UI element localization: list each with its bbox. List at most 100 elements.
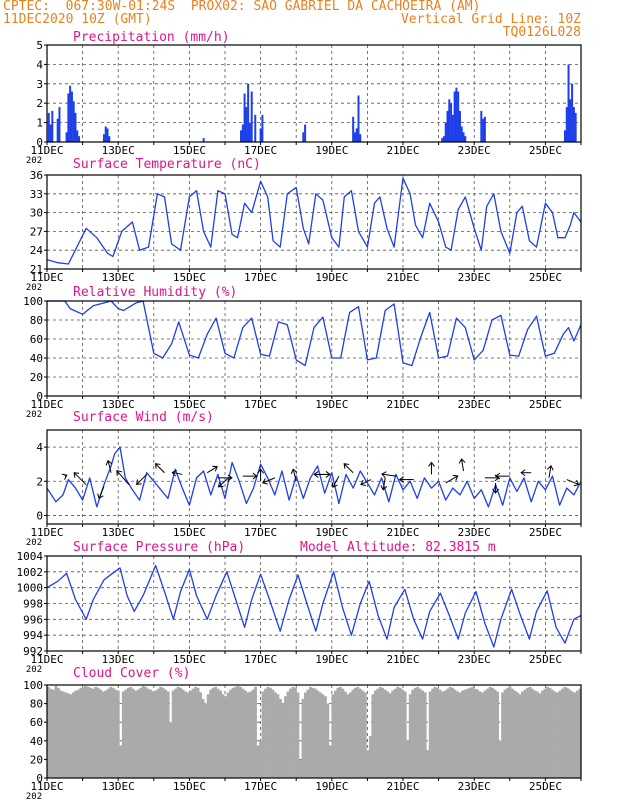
wind-arrow-head xyxy=(61,473,68,480)
x-tick-label: 15DEC xyxy=(173,398,206,411)
cloud-bar xyxy=(541,690,544,778)
y-tick-label: 1 xyxy=(36,117,43,130)
x-tick-label: 25DEC xyxy=(529,144,562,157)
panel-subtitle: Model Altitude: 82.3815 m xyxy=(300,540,496,555)
cloud-bar xyxy=(561,688,564,778)
header-model-code: TQ0126L028 xyxy=(502,25,581,40)
panel-frame xyxy=(46,684,582,779)
precip-bar xyxy=(480,110,483,142)
wind-arrow-head xyxy=(105,459,113,466)
cloud-bar xyxy=(71,692,75,778)
y-tick-label: 20 xyxy=(30,371,43,384)
cloud-bar xyxy=(79,687,83,778)
precip-bar xyxy=(254,114,257,142)
cloud-bar xyxy=(134,690,138,778)
cloud-bar xyxy=(176,686,180,778)
cloud-bar xyxy=(196,687,200,778)
cloud-bar xyxy=(56,687,60,778)
wind-arrow-head xyxy=(136,479,142,486)
cloud-bar xyxy=(396,686,400,778)
panel-title: Surface Pressure (hPa) xyxy=(73,540,245,555)
cloud-bar xyxy=(74,690,78,778)
cloud-bar xyxy=(89,687,93,778)
x-year-label: 202 xyxy=(26,538,42,548)
wind-arrow xyxy=(461,458,465,472)
cloud-bar xyxy=(546,686,549,778)
x-tick-label: 17DEC xyxy=(244,271,277,284)
cloud-bar xyxy=(141,685,145,778)
wind-arrow xyxy=(382,477,386,490)
x-tick-label: 19DEC xyxy=(315,526,348,539)
cloud-bar xyxy=(281,703,285,778)
cloud-bar xyxy=(69,694,73,778)
precip-bar xyxy=(247,83,250,142)
panel-frame xyxy=(46,300,582,397)
cloud-bar xyxy=(328,745,332,778)
x-year-label: 202 xyxy=(26,156,42,166)
y-tick-label: 1000 xyxy=(17,582,44,595)
cloud-bar xyxy=(166,691,170,778)
x-tick-label: 17DEC xyxy=(244,144,277,157)
x-tick-label: 15DEC xyxy=(173,780,206,793)
x-tick-label: 21DEC xyxy=(386,398,419,411)
cloud-bar xyxy=(523,689,527,778)
cloud-bar xyxy=(346,694,350,778)
y-tick-label: 1004 xyxy=(17,550,44,563)
cloud-bar xyxy=(91,688,95,778)
cloud-bar xyxy=(241,688,245,778)
wind-arrow xyxy=(136,474,148,485)
cloud-bar xyxy=(214,686,217,778)
cloud-bar xyxy=(363,692,367,778)
cloud-bar xyxy=(348,692,352,778)
cloud-bar xyxy=(99,689,103,778)
panel-frame xyxy=(46,555,582,652)
precip-bar xyxy=(58,107,61,142)
panel-frame xyxy=(46,44,582,143)
wind-arrow-head xyxy=(360,479,366,486)
x-year-label: 202 xyxy=(26,410,42,420)
precip-bar xyxy=(451,114,454,142)
cloud-bar xyxy=(536,691,539,778)
series-line xyxy=(46,446,582,508)
x-tick-label: 11DEC xyxy=(30,780,63,793)
precip-bar xyxy=(106,128,109,142)
precip-bar xyxy=(250,91,253,142)
precip-bar xyxy=(108,136,111,142)
cloud-bar xyxy=(59,690,63,778)
cloud-bar xyxy=(353,687,357,778)
wind-arrow-head xyxy=(520,469,526,477)
cloud-bar xyxy=(336,687,340,778)
wind-arrow-head xyxy=(73,472,80,478)
y-tick-label: 30 xyxy=(30,207,43,220)
precip-bar xyxy=(261,114,264,142)
precip-bar xyxy=(565,107,568,142)
cloud-bar xyxy=(356,686,360,778)
cloud-bar xyxy=(436,687,440,778)
cloud-bar xyxy=(246,692,250,778)
cloud-bar xyxy=(388,693,392,778)
cloud-bar xyxy=(189,690,193,778)
x-tick-label: 23DEC xyxy=(458,780,491,793)
y-tick-label: 40 xyxy=(30,735,43,748)
y-tick-label: 0 xyxy=(36,136,43,149)
cloud-bar xyxy=(521,691,524,778)
cloud-bar xyxy=(501,692,504,778)
cloud-bar xyxy=(234,686,237,778)
precip-bar xyxy=(355,128,358,142)
x-tick-label: 19DEC xyxy=(315,144,348,157)
cloud-bar xyxy=(393,688,397,778)
cloud-bar xyxy=(543,688,547,778)
precip-bar xyxy=(104,126,107,142)
cloud-bar xyxy=(181,689,185,778)
wind-arrow xyxy=(343,463,354,474)
x-year-label: 202 xyxy=(26,792,42,800)
cloud-bar xyxy=(371,694,375,778)
precip-bar xyxy=(302,132,305,142)
wind-arrow-head xyxy=(257,468,265,474)
cloud-bar xyxy=(401,689,405,778)
wind-arrow-head xyxy=(325,471,331,478)
cloud-bar xyxy=(471,686,475,778)
precip-bar xyxy=(74,112,77,142)
cloud-bar xyxy=(513,690,517,778)
wind-arrow-head xyxy=(380,485,388,491)
